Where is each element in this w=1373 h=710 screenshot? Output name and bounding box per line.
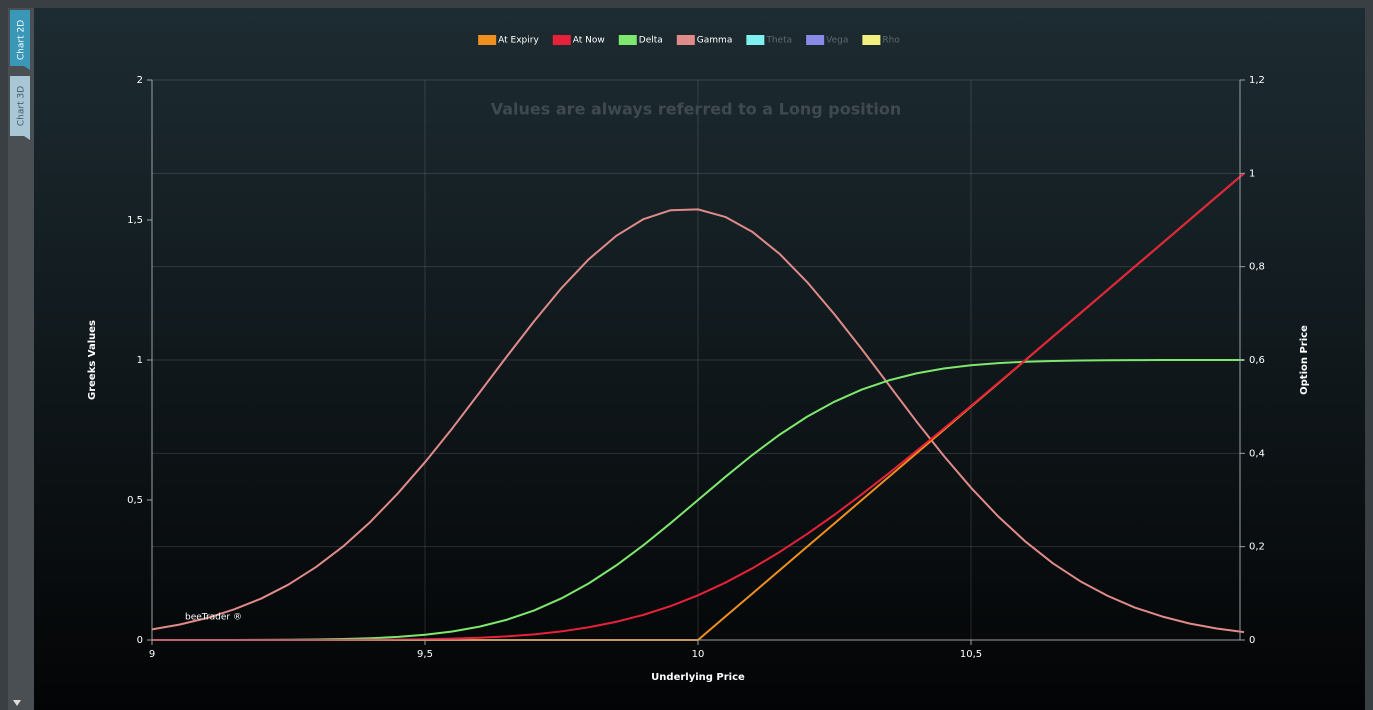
legend: At Expiry At Now Delta Gamma Theta Vega Rho [478, 35, 900, 46]
legend-label: Rho [882, 36, 900, 46]
legend-swatch [676, 35, 695, 45]
x-tick-label: 10,5 [960, 649, 982, 660]
watermark: beeTrader ® [185, 613, 242, 623]
y2-tick-label: 1,2 [1249, 75, 1265, 86]
y-axis-title: Greeks Values [87, 320, 98, 400]
y-tick-label: 0,5 [127, 495, 143, 506]
tab-active[interactable] [10, 10, 30, 70]
legend-item[interactable]: Theta [746, 35, 792, 46]
legend-label: Gamma [697, 36, 733, 46]
legend-swatch [746, 35, 765, 45]
legend-item[interactable]: At Now [552, 35, 605, 46]
legend-swatch [478, 35, 497, 45]
legend-swatch [552, 35, 571, 45]
legend-item[interactable]: Vega [806, 35, 848, 46]
x-tick-label: 9,5 [417, 649, 433, 660]
y-tick-label: 0 [137, 635, 143, 646]
tab-label[interactable]: Chart 2D [17, 20, 27, 60]
plot-background [34, 8, 1365, 710]
legend-item[interactable]: At Expiry [478, 35, 539, 46]
annotation: Values are always referred to a Long pos… [491, 100, 901, 119]
legend-swatch [618, 35, 637, 45]
y2-tick-label: 0,4 [1249, 448, 1265, 459]
x-tick-label: 10 [692, 649, 705, 660]
legend-label: Vega [826, 36, 848, 46]
axes: 9 9,5 10 10,5 0 0,5 1 1,5 2 0 0,2 0,4 0,6 0,8 1 1,2 [127, 75, 1265, 660]
legend-item[interactable]: Delta [618, 35, 663, 46]
y2-tick-label: 0,6 [1249, 355, 1265, 366]
y2-tick-label: 1 [1249, 168, 1255, 179]
legend-item[interactable]: Gamma [676, 35, 733, 46]
y2-tick-label: 0 [1249, 635, 1255, 646]
scroll-arrow[interactable] [13, 700, 21, 706]
y2-tick-label: 0,2 [1249, 542, 1265, 553]
tab[interactable] [10, 76, 30, 140]
legend-item[interactable]: Rho [862, 35, 900, 46]
series-line [151, 208, 1245, 634]
y2-axis-title: Option Price [1299, 325, 1310, 395]
tab-label[interactable]: Chart 3D [17, 86, 27, 126]
legend-label: At Now [573, 36, 605, 46]
x-tick-label: 9 [149, 649, 155, 660]
y2-tick-label: 0,8 [1249, 262, 1265, 273]
legend-label: Delta [639, 36, 663, 46]
legend-label: Theta [765, 36, 792, 46]
legend-swatch [862, 35, 881, 45]
y-tick-label: 1,5 [127, 215, 143, 226]
x-axis-title: Underlying Price [651, 672, 745, 683]
legend-label: At Expiry [498, 36, 539, 46]
legend-swatch [806, 35, 825, 45]
y-tick-label: 2 [137, 75, 143, 86]
y-tick-label: 1 [137, 355, 143, 366]
